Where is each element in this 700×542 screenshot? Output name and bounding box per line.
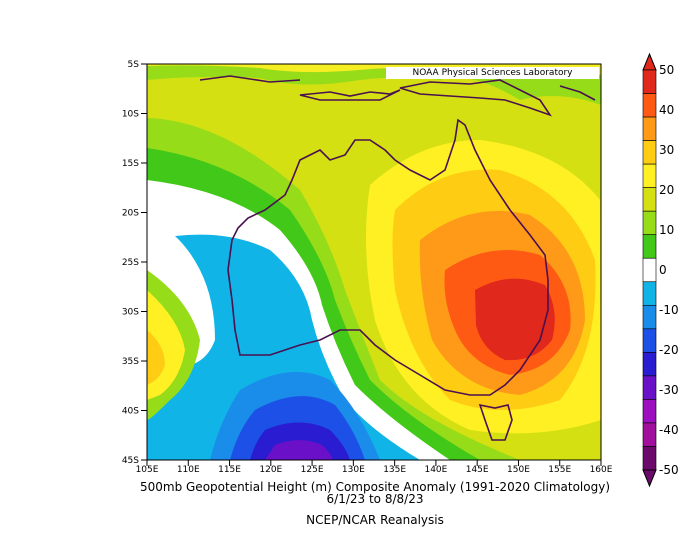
colorbar-swatch xyxy=(642,399,657,424)
colorbar-label: 50 xyxy=(659,63,674,77)
colorbar-swatch xyxy=(642,257,657,283)
colorbar-swatch xyxy=(642,93,657,118)
lon-tick-label: 155E xyxy=(548,465,571,475)
colorbar-swatch xyxy=(642,375,657,400)
map-date-range: 6/1/23 to 8/8/23 xyxy=(326,492,424,506)
lon-tick-label: 130E xyxy=(342,465,365,475)
colorbar-swatch xyxy=(642,116,657,141)
lon-tick-label: 115E xyxy=(218,465,241,475)
colorbar-swatch xyxy=(642,187,657,212)
lat-tick-label: 45S xyxy=(122,456,139,466)
map-title: 500mb Geopotential Height (m) Composite … xyxy=(139,480,610,494)
lat-tick-label: 10S xyxy=(122,110,139,120)
colorbar-swatch xyxy=(642,352,657,377)
colorbar-label: -10 xyxy=(659,303,679,317)
credit-label: NOAA Physical Sciences Laboratory xyxy=(386,67,599,79)
colorbar-swatch xyxy=(642,69,657,94)
lon-tick-label: 140E xyxy=(424,465,447,475)
lon-tick-label: 135E xyxy=(383,465,406,475)
colorbar-bottom-arrow xyxy=(642,469,657,488)
colorbar-label: -50 xyxy=(659,463,679,477)
lon-tick-label: 145E xyxy=(466,465,489,475)
lat-tick-label: 5S xyxy=(128,60,140,70)
colorbar-label: 40 xyxy=(659,103,674,117)
colorbar-label: -20 xyxy=(659,343,679,357)
colorbar-label: 30 xyxy=(659,143,674,157)
colorbar-swatch xyxy=(642,234,657,259)
coastline xyxy=(199,75,596,441)
contour-fill xyxy=(147,64,601,460)
colorbar-swatch xyxy=(642,304,657,330)
lon-tick-label: 120E xyxy=(259,465,282,475)
colorbar-swatch xyxy=(642,281,657,306)
lat-tick-label: 35S xyxy=(122,357,139,367)
lat-tick-label: 30S xyxy=(122,308,139,318)
colorbar-swatch xyxy=(642,163,657,188)
lon-tick-label: 110E xyxy=(177,465,200,475)
colorbar: 50 40 30 20 10 0 -10 -20 -30 -40 -50 xyxy=(642,52,679,488)
lat-tick-label: 20S xyxy=(122,209,139,219)
colorbar-label: 0 xyxy=(659,263,667,277)
lon-tick-label: 105E xyxy=(136,465,159,475)
colorbar-swatch xyxy=(642,140,657,165)
colorbar-top-arrow xyxy=(642,52,657,71)
lat-tick-label: 25S xyxy=(122,258,139,268)
lat-tick-label: 15S xyxy=(122,159,139,169)
colorbar-label: 10 xyxy=(659,223,674,237)
lat-tick-label: 40S xyxy=(122,407,139,417)
lon-tick-label: 150E xyxy=(507,465,530,475)
lon-tick-label: 125E xyxy=(301,465,324,475)
colorbar-label: -30 xyxy=(659,383,679,397)
colorbar-swatch xyxy=(642,422,657,447)
colorbar-swatch xyxy=(642,446,657,471)
colorbar-swatch xyxy=(642,210,657,236)
colorbar-label: 20 xyxy=(659,183,674,197)
map-source: NCEP/NCAR Reanalysis xyxy=(306,513,444,527)
longitude-axis: 105E 110E 115E 120E 125E 130E 135E 140E 145E 150E… xyxy=(136,460,613,475)
latitude-axis: 5S 10S 15S 20S 25S 30S 35S 40S 45S xyxy=(122,60,147,466)
colorbar-label: -40 xyxy=(659,423,679,437)
lon-tick-label: 160E xyxy=(590,465,613,475)
colorbar-swatch xyxy=(642,328,657,353)
